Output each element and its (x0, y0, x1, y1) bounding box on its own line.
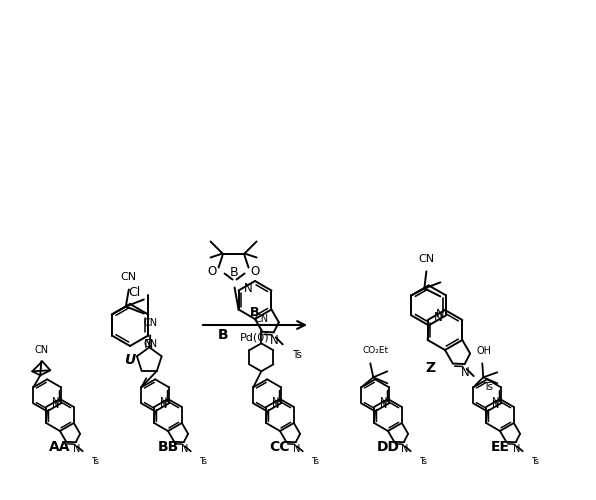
Text: Pd(0): Pd(0) (240, 332, 270, 342)
Text: OH: OH (477, 346, 492, 356)
Text: N: N (401, 444, 408, 454)
Text: N: N (492, 398, 499, 407)
Text: DD: DD (377, 440, 399, 454)
Text: CC: CC (270, 440, 290, 454)
Text: Cl: Cl (128, 286, 140, 299)
Text: B: B (250, 306, 260, 318)
Text: CN: CN (121, 272, 137, 282)
Text: N: N (434, 311, 443, 324)
Text: N: N (73, 444, 80, 454)
Text: N: N (461, 366, 470, 379)
Text: N: N (513, 444, 520, 454)
Text: Ts: Ts (419, 457, 427, 466)
Text: N: N (293, 444, 300, 454)
Text: EE: EE (491, 440, 510, 454)
Text: N: N (272, 400, 279, 410)
Text: Ts: Ts (530, 457, 539, 466)
Text: N: N (244, 282, 253, 295)
Text: CN: CN (34, 346, 48, 356)
Text: Ts: Ts (91, 457, 99, 466)
Text: N: N (271, 334, 279, 347)
Text: CN: CN (254, 314, 268, 324)
Text: B: B (218, 328, 228, 342)
Text: AA: AA (49, 440, 71, 454)
Text: N: N (380, 398, 387, 407)
Text: CN: CN (143, 340, 157, 349)
Text: U: U (125, 353, 136, 367)
Text: N: N (181, 444, 188, 454)
Text: N: N (160, 400, 167, 410)
Text: Ts: Ts (291, 350, 302, 360)
Text: Z: Z (425, 361, 435, 375)
Text: N: N (436, 310, 444, 320)
Text: B: B (230, 266, 239, 280)
Text: O: O (207, 265, 216, 278)
Text: N: N (52, 400, 59, 410)
Text: BB: BB (157, 440, 179, 454)
Text: N: N (492, 400, 499, 410)
Text: O: O (250, 265, 260, 278)
Text: CN: CN (418, 254, 434, 264)
Text: N: N (52, 398, 59, 407)
Text: CN: CN (143, 318, 157, 328)
Text: Ts: Ts (483, 382, 493, 392)
Text: Ts: Ts (198, 457, 207, 466)
Text: N: N (160, 398, 167, 407)
Text: N: N (144, 338, 153, 351)
Text: CO₂Et: CO₂Et (362, 346, 389, 356)
Text: N: N (272, 398, 279, 407)
Text: Ts: Ts (311, 457, 319, 466)
Text: N: N (380, 400, 387, 410)
